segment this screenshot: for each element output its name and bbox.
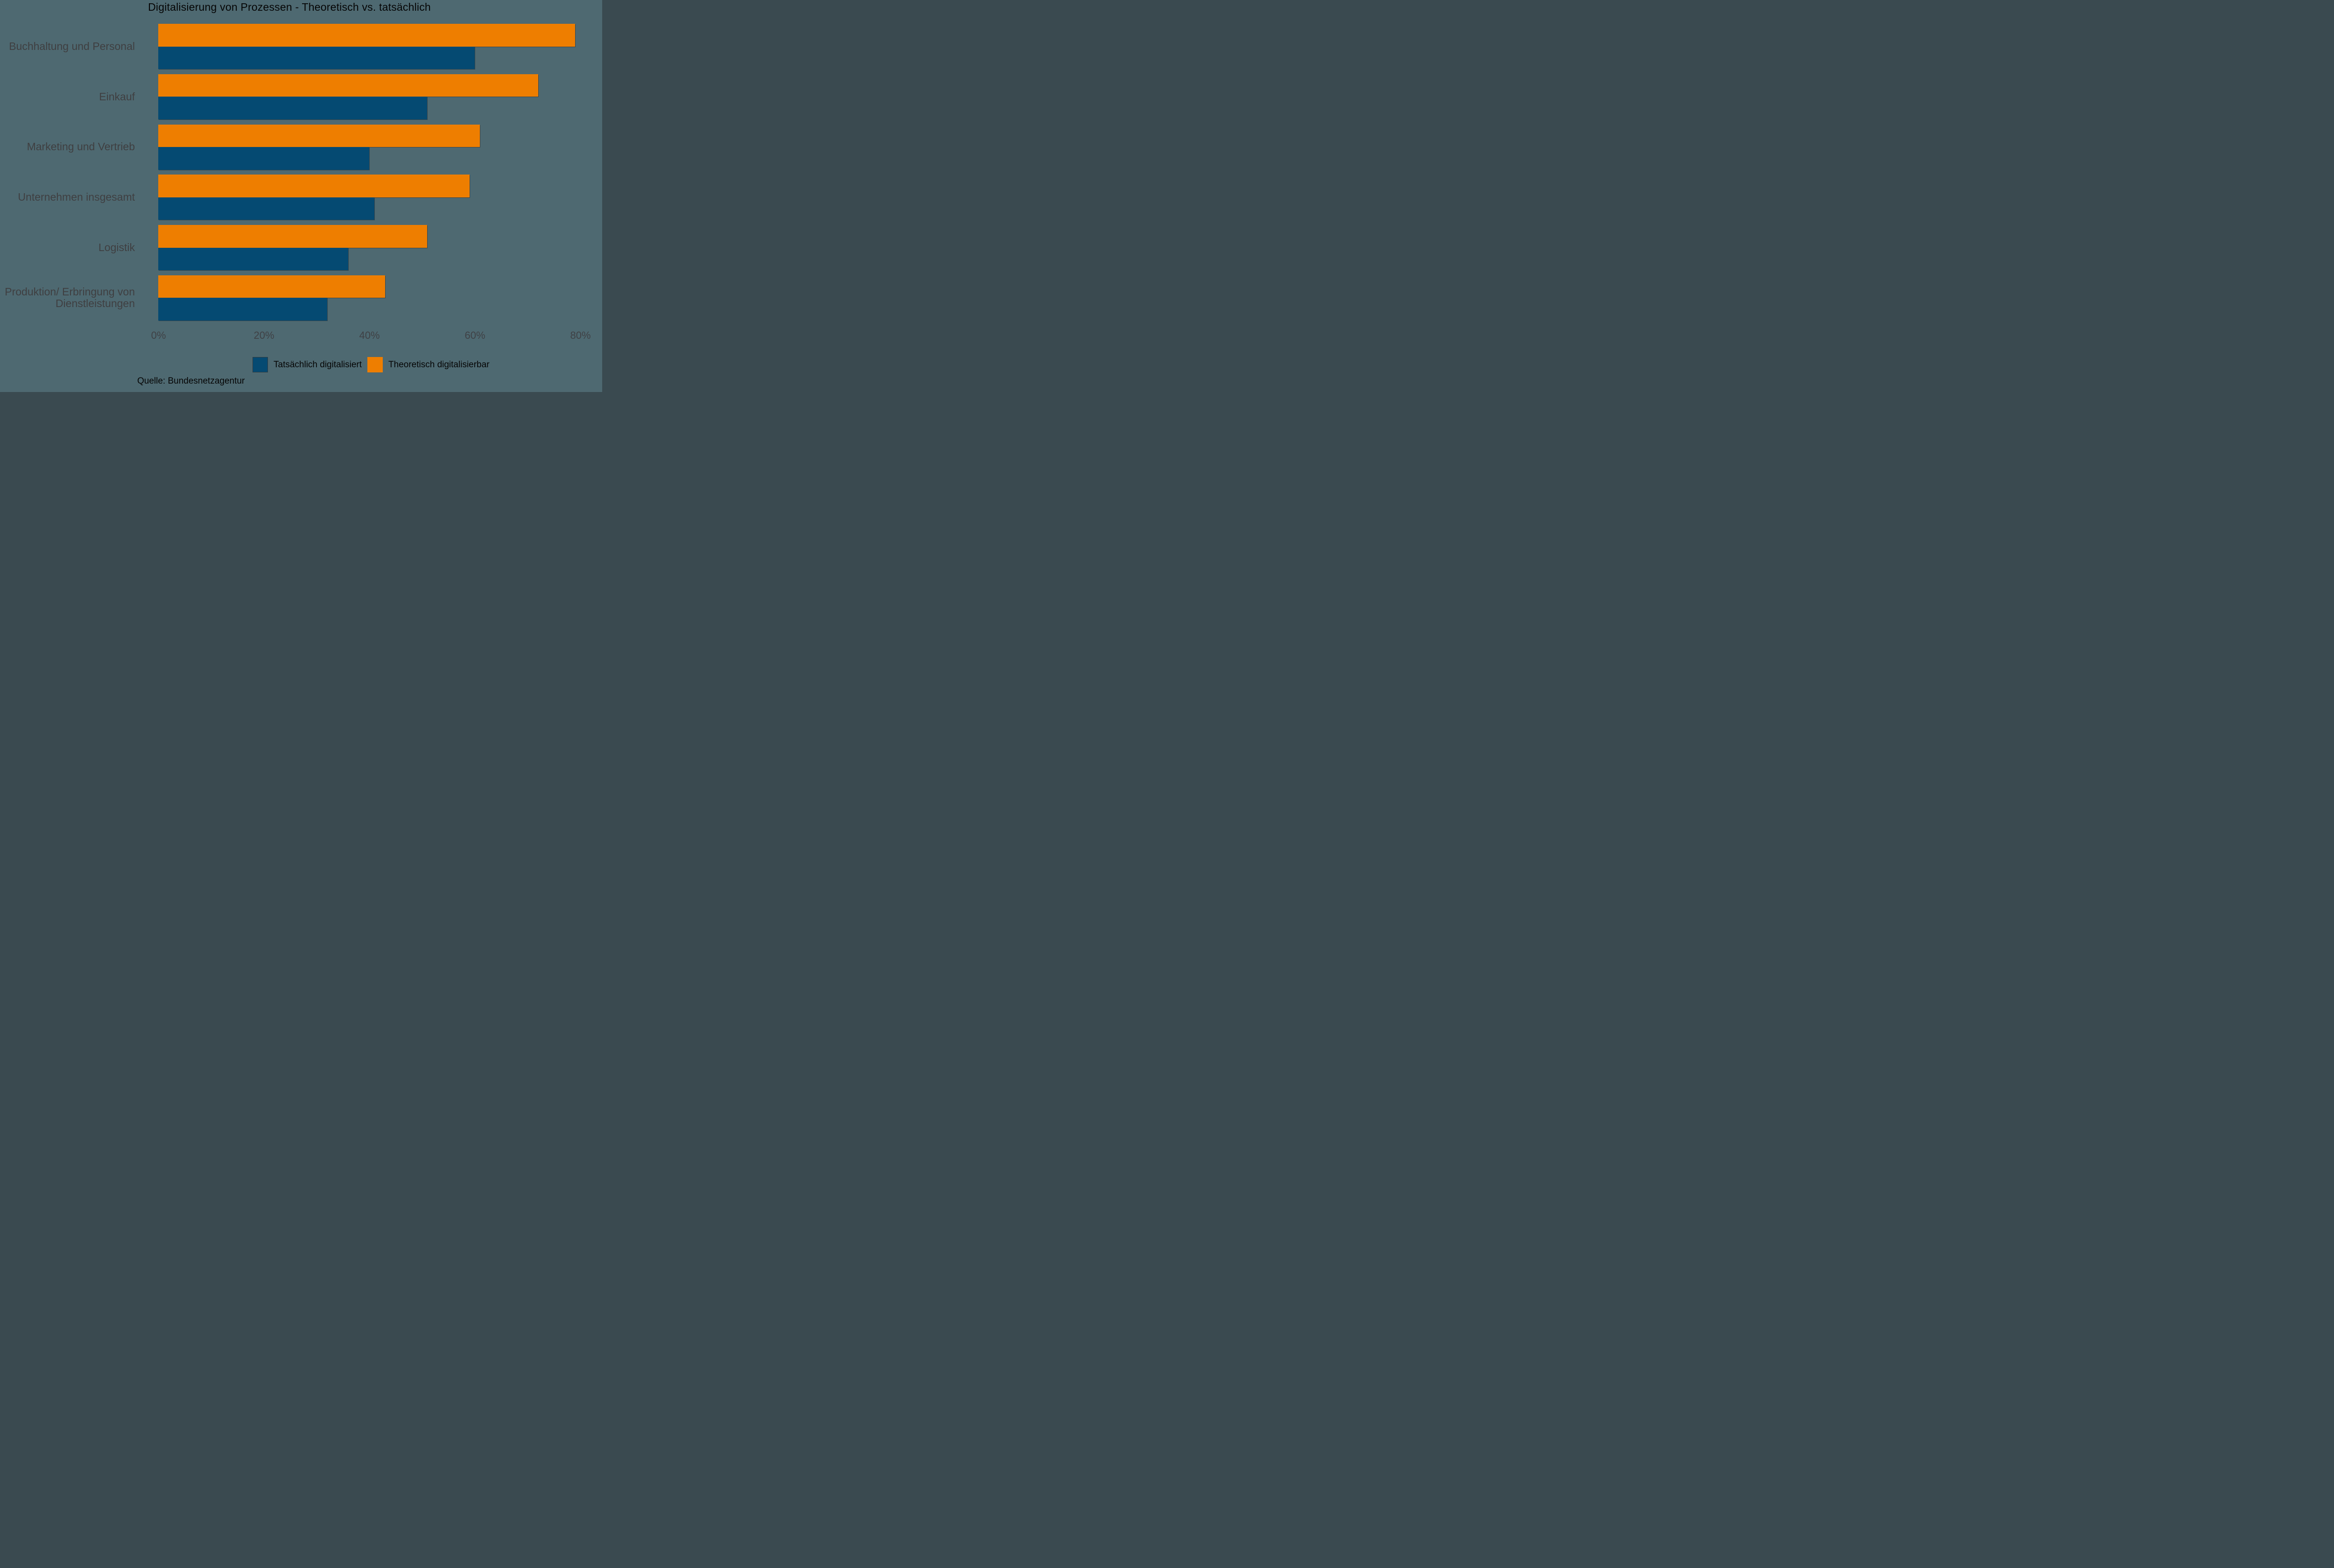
bar-tatsaechlich-digitalisiert (158, 298, 327, 321)
bar-group: Unternehmen insgesamt (0, 175, 602, 220)
x-tick-label: 60% (464, 329, 485, 341)
category-label: Logistik (98, 241, 135, 254)
chart-title: Digitalisierung von Prozessen - Theoreti… (148, 1, 431, 13)
category-label: Marketing und Vertrieb (27, 140, 135, 153)
bar-pair (158, 225, 580, 271)
x-tick-label: 20% (253, 329, 274, 341)
bar-pair (158, 24, 580, 69)
bar-pair (158, 175, 580, 220)
bar-group: Marketing und Vertrieb (0, 124, 602, 170)
x-tick-label: 0% (151, 329, 166, 341)
x-tick-label: 80% (570, 329, 591, 341)
source-caption: Quelle: Bundesnetzagentur (137, 376, 245, 386)
legend-label-theoretisch-digitalisierbar: Theoretisch digitalisierbar (388, 359, 490, 370)
bar-theoretisch-digitalisierbar (158, 225, 428, 248)
bar-pair (158, 74, 580, 119)
bar-tatsaechlich-digitalisiert (158, 147, 369, 170)
bar-pair (158, 275, 580, 321)
bar-group: Logistik (0, 225, 602, 271)
bar-theoretisch-digitalisierbar (158, 24, 575, 47)
legend-label-tatsaechlich-digitalisiert: Tatsächlich digitalisiert (274, 359, 362, 370)
bar-group: Buchhaltung und Personal (0, 24, 602, 69)
legend-swatch-theoretisch-digitalisierbar (367, 357, 383, 372)
x-tick-label: 40% (359, 329, 380, 341)
bar-theoretisch-digitalisierbar (158, 74, 538, 97)
bar-theoretisch-digitalisierbar (158, 175, 470, 197)
legend-swatch-tatsaechlich-digitalisiert (253, 357, 268, 372)
bar-theoretisch-digitalisierbar (158, 124, 480, 147)
chart-figure: Digitalisierung von Prozessen - Theoreti… (0, 0, 602, 392)
bar-theoretisch-digitalisierbar (158, 275, 385, 298)
bar-tatsaechlich-digitalisiert (158, 247, 348, 271)
bar-tatsaechlich-digitalisiert (158, 46, 475, 69)
bar-tatsaechlich-digitalisiert (158, 97, 428, 119)
bar-pair (158, 124, 580, 170)
bar-tatsaechlich-digitalisiert (158, 197, 375, 220)
category-label: Buchhaltung und Personal (9, 40, 135, 52)
category-label: Produktion/ Erbringung von Dienstleistun… (5, 286, 135, 310)
category-label: Einkauf (99, 90, 135, 103)
plot-area: Buchhaltung und Personal Einkauf Marketing… (0, 24, 602, 321)
category-label: Unternehmen insgesamt (18, 191, 135, 203)
bar-group: Produktion/ Erbringung von Dienstleistun… (0, 275, 602, 321)
bar-group: Einkauf (0, 74, 602, 119)
legend: Tatsächlich digitalisiert Theoretisch di… (253, 357, 490, 372)
